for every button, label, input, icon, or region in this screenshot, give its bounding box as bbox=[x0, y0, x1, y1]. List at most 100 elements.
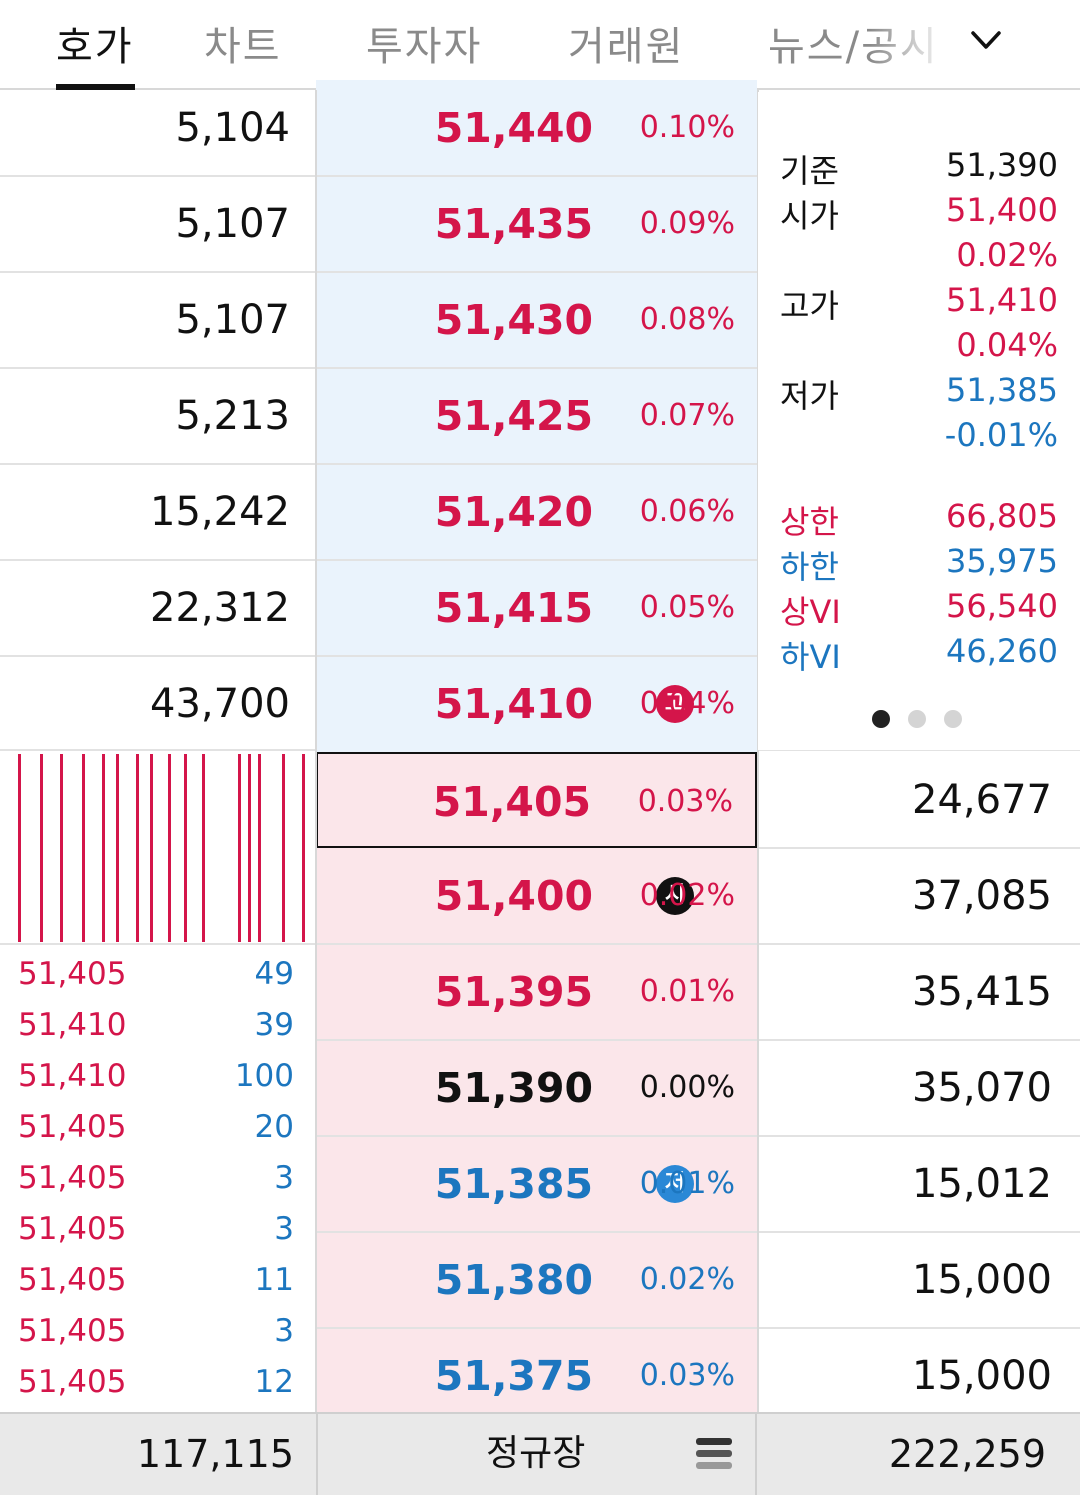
bid-quantity: 37,085 bbox=[912, 873, 1052, 919]
high-price-rate: 0.04% bbox=[956, 326, 1058, 364]
bid-price-cell: 저 51,385 0.01% bbox=[316, 1136, 757, 1232]
bid-row[interactable]: 51,375 0.03% 15,000 bbox=[0, 1328, 1080, 1412]
ask-rate: 0.10% bbox=[639, 110, 735, 145]
upper-vi-value: 56,540 bbox=[946, 587, 1058, 625]
row-separator bbox=[0, 271, 758, 273]
trade-volume: 20 bbox=[254, 1109, 294, 1145]
row-separator bbox=[316, 1231, 1080, 1233]
tab-brokers[interactable]: 거래원 bbox=[568, 24, 685, 70]
price-info-panel: — 기준 51,390 시가 51,400 0.02% 고가 51,410 0.… bbox=[758, 92, 1080, 750]
orderbook-footer: 117,115 정규장 222,259 bbox=[0, 1412, 1080, 1495]
page-dot-active[interactable] bbox=[872, 710, 890, 728]
bid-rate: 0.03% bbox=[637, 784, 733, 819]
bid-row[interactable]: 저 51,385 0.01% 15,012 bbox=[0, 1136, 1080, 1232]
lower-vi-label: 하VI bbox=[780, 638, 841, 676]
base-price-value: 51,390 bbox=[946, 146, 1058, 184]
trade-tick-bar bbox=[184, 754, 187, 942]
trade-tick-bar bbox=[168, 754, 171, 942]
page-dot[interactable] bbox=[908, 710, 926, 728]
ask-row[interactable]: 5,213 51,425 0.07% bbox=[0, 368, 758, 464]
ask-price-cell: 51,420 0.06% bbox=[316, 464, 757, 560]
scrolled-row-fragment: — bbox=[758, 92, 1080, 98]
ask-price-cell: 51,430 0.08% bbox=[316, 272, 757, 368]
high-price-badge: 고 bbox=[656, 685, 694, 723]
ask-rate: 0.04% bbox=[639, 686, 735, 721]
session-label: 정규장 bbox=[486, 1433, 586, 1474]
bid-price-cell: 51,375 0.03% bbox=[316, 1328, 757, 1412]
trade-price: 51,410 bbox=[18, 1007, 127, 1043]
tab-investors[interactable]: 투자자 bbox=[366, 24, 483, 70]
ask-row[interactable]: 5,107 51,435 0.09% bbox=[0, 176, 758, 272]
ask-price-cell: 51,415 0.05% bbox=[316, 560, 757, 656]
trade-volume: 100 bbox=[234, 1058, 294, 1094]
ask-row[interactable]: 43,700 고 51,410 0.04% bbox=[0, 656, 758, 752]
open-price-badge: 시 bbox=[656, 877, 694, 915]
trade-tick-bar bbox=[136, 754, 139, 942]
trade-price: 51,405 bbox=[18, 1109, 127, 1145]
total-bid-quantity: 222,259 bbox=[888, 1432, 1046, 1476]
row-separator bbox=[0, 559, 758, 561]
hamburger-menu-icon[interactable] bbox=[696, 1438, 732, 1470]
row-separator bbox=[0, 749, 316, 751]
total-ask-quantity: 117,115 bbox=[136, 1432, 294, 1476]
row-separator bbox=[316, 1135, 1080, 1137]
trade-tick-bar bbox=[282, 754, 285, 942]
ask-row[interactable]: 22,312 51,415 0.05% bbox=[0, 560, 758, 656]
bid-price: 51,380 bbox=[434, 1256, 593, 1304]
trade-price: 51,410 bbox=[18, 1058, 127, 1094]
bid-row[interactable]: 시 51,400 0.02% 37,085 bbox=[0, 848, 1080, 944]
ask-price: 51,420 bbox=[434, 488, 593, 536]
ask-price-cell: 51,435 0.09% bbox=[316, 176, 757, 272]
lower-limit-label: 하한 bbox=[780, 548, 839, 586]
ask-price: 51,415 bbox=[434, 584, 593, 632]
bid-price: 51,375 bbox=[434, 1352, 593, 1400]
row-separator bbox=[316, 1327, 1080, 1329]
bid-row[interactable]: 51,380 0.02% 15,000 bbox=[0, 1232, 1080, 1328]
ask-row[interactable]: 5,104 51,440 0.10% bbox=[0, 80, 758, 176]
row-separator bbox=[0, 367, 758, 369]
trade-price: 51,405 bbox=[18, 1160, 127, 1196]
row-separator bbox=[0, 943, 316, 945]
ask-quantity: 43,700 bbox=[150, 681, 290, 727]
bid-price: 51,395 bbox=[434, 968, 593, 1016]
tab-fade bbox=[870, 0, 950, 88]
upper-vi-label: 상VI bbox=[780, 593, 841, 631]
trade-price: 51,405 bbox=[18, 1364, 127, 1400]
trade-volume: 49 bbox=[254, 956, 294, 992]
tab-chart[interactable]: 차트 bbox=[204, 24, 282, 70]
trade-tick-bar bbox=[150, 754, 153, 942]
ask-row[interactable]: 5,107 51,430 0.08% bbox=[0, 272, 758, 368]
chevron-down-icon[interactable] bbox=[968, 22, 1004, 58]
bid-row[interactable]: 51,395 0.01% 35,415 bbox=[0, 944, 1080, 1040]
trade-tick-bar bbox=[60, 754, 63, 942]
trade-price: 51,405 bbox=[18, 956, 127, 992]
bid-price: 51,385 bbox=[434, 1160, 593, 1208]
ask-price: 51,410 bbox=[434, 680, 593, 728]
bid-quantity: 35,415 bbox=[912, 969, 1052, 1015]
ask-rate: 0.06% bbox=[639, 494, 735, 529]
trade-price: 51,405 bbox=[18, 1211, 127, 1247]
ask-price: 51,425 bbox=[434, 392, 593, 440]
bid-quantity: 35,070 bbox=[912, 1065, 1052, 1111]
trade-tick-bars bbox=[12, 750, 310, 944]
bid-rate: 0.02% bbox=[639, 1262, 735, 1297]
trade-volume: 39 bbox=[254, 1007, 294, 1043]
page-dot[interactable] bbox=[944, 710, 962, 728]
ask-rate: 0.05% bbox=[639, 590, 735, 625]
bid-quantity: 15,000 bbox=[912, 1353, 1052, 1399]
session-cell: 정규장 bbox=[316, 1414, 757, 1495]
low-price-rate: -0.01% bbox=[944, 416, 1058, 454]
recent-trades-panel: 51,405 49 51,410 39 51,410 100 51,405 20 51,405 3… bbox=[0, 750, 316, 1412]
ask-row[interactable]: 15,242 51,420 0.06% bbox=[0, 464, 758, 560]
bid-rate: 0.01% bbox=[639, 974, 735, 1009]
bid-row[interactable]: 51,390 0.00% 35,070 bbox=[0, 1040, 1080, 1136]
base-price-label: 기준 bbox=[780, 152, 839, 190]
row-separator bbox=[758, 847, 1080, 849]
open-price-value: 51,400 bbox=[946, 191, 1058, 229]
trade-volume: 12 bbox=[254, 1364, 294, 1400]
tab-orderbook[interactable]: 호가 bbox=[56, 24, 134, 70]
low-price-label: 저가 bbox=[780, 377, 839, 415]
current-price-cell: 51,405 0.03% bbox=[316, 752, 757, 848]
trade-price: 51,405 bbox=[18, 1262, 127, 1298]
bid-row[interactable]: 51,405 0.03% 24,677 bbox=[0, 752, 1080, 848]
